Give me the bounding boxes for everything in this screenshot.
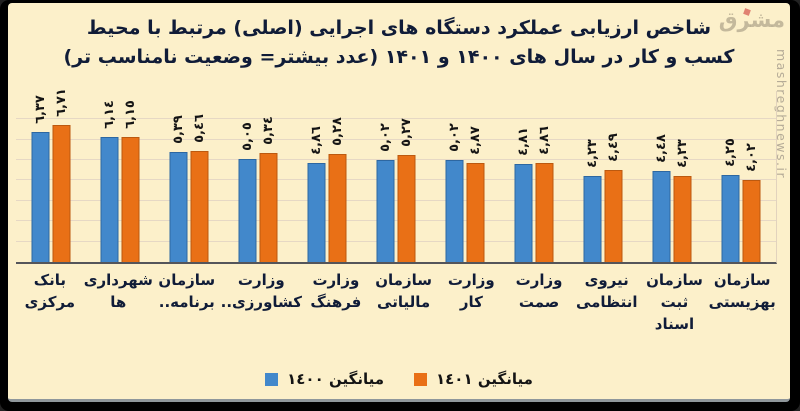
bar-1400: ٤,٢٥ xyxy=(721,138,740,262)
legend-entry-1400: میانگین ١٤٠٠ xyxy=(265,370,384,388)
value-label: ٤,٤٩ xyxy=(606,133,622,163)
gridline xyxy=(16,240,776,242)
plot-area: ٦,٣٧ ٦,٧١ ٦,١٤ ٦,١٥ ٥,٣٩ ٥,٤٦ ٥,٠٥ ٥,٣٤ ٤,٨٦ ٥,٢٨… xyxy=(16,88,777,264)
category-label: بانک مرکزی xyxy=(24,271,76,311)
value-label: ٤,٨١ xyxy=(516,127,532,156)
bar-group-2: ٦,١٤ ٦,١٥ xyxy=(85,91,154,262)
category-label: شهرداری ها xyxy=(83,271,153,311)
legend-swatch-1400-icon xyxy=(265,372,279,386)
bar-1401: ٦,١٥ xyxy=(121,100,140,262)
value-label: ٤,٠٢ xyxy=(744,143,760,172)
value-label: ٥,٣٩ xyxy=(170,115,186,144)
bar-1401: ٥,٤٦ xyxy=(190,114,209,262)
category-label: وزارت فرهنگ xyxy=(310,271,362,311)
chart-title: شاخص ارزیابی عملکرد دستگاه های اجرایی (ا… xyxy=(8,3,790,73)
category-axis: بانک مرکزی شهرداری ها سازمان برنامه.. وزارت کشا… xyxy=(16,270,776,335)
value-label: ٤,٨٧ xyxy=(468,125,484,155)
bar-group-4: ٥,٠٥ ٥,٣٤ xyxy=(223,91,292,262)
mashregh-logo: مشرق xyxy=(718,8,785,32)
chart-title-line1: شاخص ارزیابی عملکرد دستگاه های اجرایی (ا… xyxy=(86,17,712,39)
bar-group-6: ٥,٠٢ ٥,٢٧ xyxy=(361,91,430,262)
gridline xyxy=(16,220,776,222)
category-label: وزارت کار xyxy=(447,271,495,311)
bar-1401: ٤,٨٧ xyxy=(466,126,485,262)
legend-entry-1401: میانگین ١٤٠١ xyxy=(414,370,533,388)
category-label: وزارت صمت xyxy=(515,271,563,311)
legend-swatch-1401-icon xyxy=(414,372,427,386)
value-label: ٤,٤٨ xyxy=(654,133,670,163)
bar-1401: ٥,٢٨ xyxy=(328,117,347,262)
value-label: ٤,٨٦ xyxy=(537,125,553,155)
value-label: ٤,٢٥ xyxy=(723,138,739,168)
gridline xyxy=(16,138,776,140)
value-label: ٥,٤٦ xyxy=(191,113,207,143)
bar-group-8: ٤,٨١ ٤,٨٦ xyxy=(500,91,569,262)
category-label: سازمان مالیاتی xyxy=(375,271,432,311)
gridline xyxy=(16,159,776,160)
bar-1401: ٥,٢٧ xyxy=(397,118,416,262)
chart-title-line2: کسب و کار در سال های ۱۴۰۰ و ۱۴۰۱ (عدد بی… xyxy=(63,46,735,69)
bar-group-10: ٤,٤٨ ٤,٢٣ xyxy=(638,91,707,262)
value-label: ٤,٢٣ xyxy=(585,138,601,168)
value-label: ٥,٠٢ xyxy=(447,122,463,152)
bar-1400: ٦,١٤ xyxy=(100,100,119,262)
bar-group-5: ٤,٨٦ ٥,٢٨ xyxy=(292,91,361,262)
gridline xyxy=(16,199,776,201)
value-label: ٤,٢٣ xyxy=(675,138,691,168)
bar-1400: ٥,٣٩ xyxy=(169,115,188,262)
value-label: ٦,١٥ xyxy=(122,99,138,129)
value-label: ٥,٠٢ xyxy=(378,122,394,152)
value-label: ٤,٨٦ xyxy=(308,125,324,155)
bar-1400: ٦,٣٧ xyxy=(31,95,50,262)
bar-group-7: ٥,٠٢ ٤,٨٧ xyxy=(431,91,500,262)
chart-panel: شاخص ارزیابی عملکرد دستگاه های اجرایی (ا… xyxy=(8,3,790,402)
bar-1401: ٤,٤٩ xyxy=(604,134,623,262)
bar-group-1: ٦,٣٧ ٦,٧١ xyxy=(16,88,85,262)
value-label: ٦,٣٧ xyxy=(32,95,48,124)
value-label: ٥,٢٧ xyxy=(399,117,415,147)
bar-1401: ٤,٨٦ xyxy=(535,126,554,262)
category-label: نیروی انتظامی xyxy=(575,271,638,311)
bar-1400: ٤,٢٣ xyxy=(583,139,602,262)
legend-label-1401: میانگین ١٤٠١ xyxy=(436,370,533,388)
category-label: سازمان بهزیستی xyxy=(708,271,776,311)
bar-1401: ٦,٧١ xyxy=(52,88,71,262)
gridline xyxy=(16,118,776,120)
bar-1400: ٥,٠٢ xyxy=(445,123,464,262)
bar-1400: ٤,٤٨ xyxy=(652,134,671,262)
value-label: ٥,٣٤ xyxy=(260,116,276,145)
gridline xyxy=(16,179,776,181)
bar-1401: ٤,٢٣ xyxy=(673,139,692,262)
value-label: ٦,٧١ xyxy=(53,88,69,117)
value-label: ٥,٠٥ xyxy=(239,122,255,151)
watermark-site-url: mashreghnews.ir xyxy=(774,49,789,180)
bar-1401: ٥,٣٤ xyxy=(259,116,278,262)
value-label: ٥,٢٨ xyxy=(329,117,345,147)
bar-group-3: ٥,٣٩ ٥,٤٦ xyxy=(154,91,223,262)
category-label: سازمان برنامه.. xyxy=(158,271,216,311)
bar-1400: ٥,٠٥ xyxy=(238,122,257,262)
legend-label-1400: میانگین ١٤٠٠ xyxy=(287,370,384,388)
bar-1400: ٤,٨٦ xyxy=(307,126,326,262)
value-label: ٦,١٤ xyxy=(101,99,117,129)
legend: میانگین ١٤٠٠ میانگین ١٤٠١ xyxy=(8,370,790,388)
bar-1401: ٤,٠٢ xyxy=(742,143,761,262)
category-label: وزارت کشاورزی.. xyxy=(220,271,303,311)
bar-group-9: ٤,٢٣ ٤,٤٩ xyxy=(569,91,638,262)
category-label: سازمان ثبت اسناد xyxy=(646,271,703,333)
bar-1400: ٥,٠٢ xyxy=(376,123,395,262)
bar-columns: ٦,٣٧ ٦,٧١ ٦,١٤ ٦,١٥ ٥,٣٩ ٥,٤٦ ٥,٠٥ ٥,٣٤ ٤,٨٦ ٥,٢٨… xyxy=(16,88,776,262)
bar-1400: ٤,٨١ xyxy=(514,127,533,262)
bar-group-11: ٤,٢٥ ٤,٠٢ xyxy=(707,91,776,262)
